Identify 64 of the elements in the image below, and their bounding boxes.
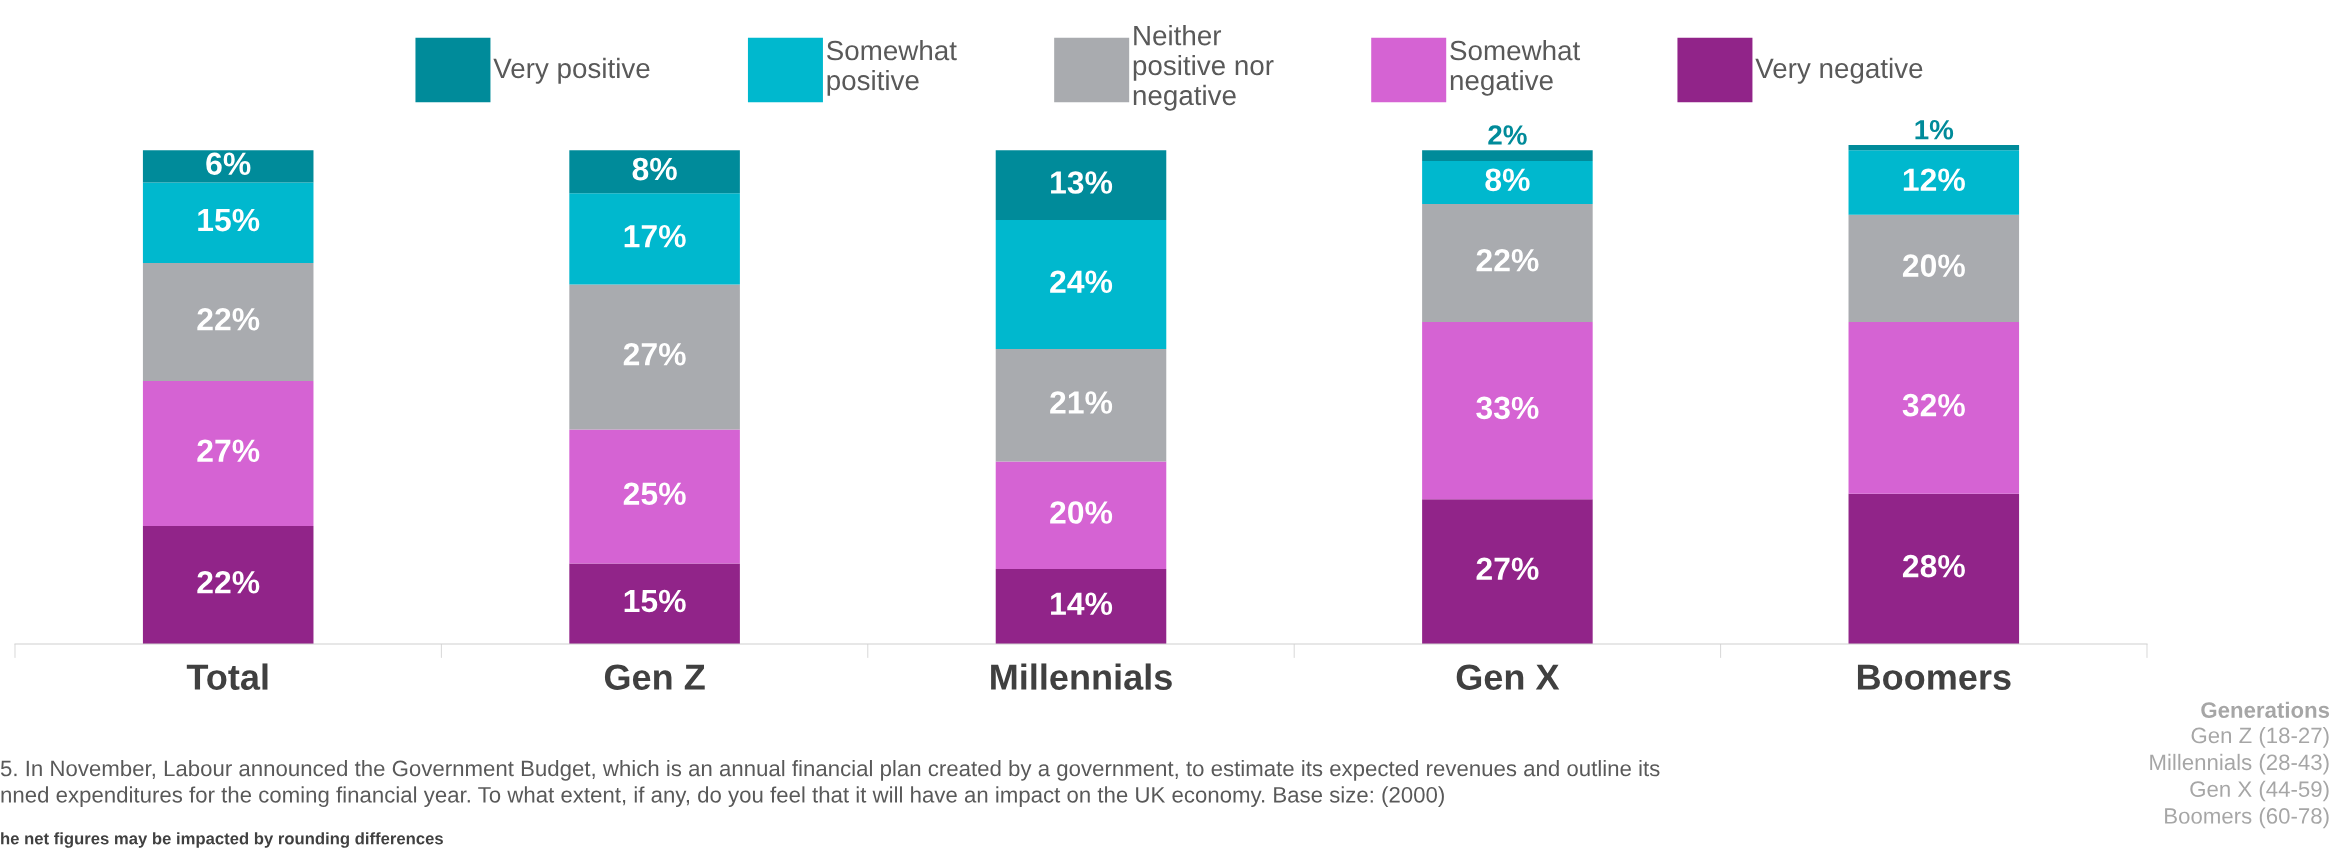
- bar: [1422, 150, 1593, 162]
- bar: [995, 568, 1167, 644]
- text: he net figures may be impacted by rounding differences: [1, 832, 443, 848]
- x-tick-label: Gen Z: [604, 664, 705, 690]
- text: Gen Z (18-27) Millennials (28-43) Gen X (44-59) Boomers (60-78): [2150, 727, 2329, 829]
- x-tick-label: Boomers: [1857, 664, 2011, 690]
- bar: [1422, 322, 1593, 500]
- bar: [1848, 145, 2020, 151]
- text: 5. In November, Labour announced the Government Budget, which is an annual financial plan created by a government, to estimate its expected revenues and outline its nned expenditures for the coming financial year. To what extent, if any, do you feel that it will have an impact on the UK economy. Base size: (2000): [0, 760, 1660, 808]
- bar: [569, 284, 740, 430]
- legend-label: Very positive: [493, 57, 650, 84]
- data-label: 22%: [1476, 249, 1539, 272]
- bar: [569, 429, 740, 564]
- data-label: 22%: [197, 308, 260, 331]
- data-label: 24%: [1050, 270, 1113, 294]
- legend-label: Very negative: [1755, 57, 1923, 84]
- data-label: 12%: [1903, 168, 1965, 192]
- bar: [142, 525, 314, 644]
- data-label: 8%: [1485, 168, 1530, 192]
- bar: [142, 263, 314, 382]
- bar: [142, 182, 314, 264]
- legend-label: Somewhat negative: [1450, 39, 1581, 96]
- bar: [569, 563, 740, 644]
- data-label: 27%: [623, 342, 686, 366]
- data-label: 20%: [1050, 501, 1113, 524]
- bar: [1422, 499, 1593, 644]
- bar: [1848, 493, 2020, 644]
- bar: [1848, 322, 2020, 494]
- data-label: 25%: [623, 482, 686, 506]
- data-label: 14%: [1051, 592, 1113, 615]
- data-label: 28%: [1902, 554, 1965, 578]
- bar: [569, 193, 740, 285]
- data-label: 8%: [632, 157, 677, 181]
- bar: [995, 348, 1167, 462]
- x-tick-label: Gen X: [1456, 664, 1560, 690]
- data-label: 21%: [1050, 391, 1113, 414]
- bar: [569, 150, 740, 194]
- x-tick-label: Millennials: [991, 663, 1172, 690]
- bar: [1422, 204, 1593, 323]
- bar: [995, 220, 1167, 349]
- x-tick-label: Total: [186, 663, 268, 690]
- text: Generations: [2201, 701, 2330, 718]
- data-label: 13%: [1051, 171, 1113, 194]
- data-label: 22%: [197, 570, 260, 594]
- bar: [142, 150, 314, 183]
- data-label: 15%: [198, 208, 260, 232]
- bar: [1848, 214, 2020, 323]
- data-label: 2%: [1488, 125, 1527, 145]
- bar: [1848, 150, 2020, 215]
- data-label: 17%: [624, 224, 686, 248]
- data-label: 6%: [206, 152, 251, 176]
- bar: [995, 461, 1167, 569]
- data-label: 27%: [1476, 557, 1539, 581]
- legend-label: Somewhat positive: [826, 39, 957, 96]
- data-label: 20%: [1902, 254, 1965, 277]
- data-label: 32%: [1902, 393, 1965, 417]
- legend-label: Neither positive nor negative: [1133, 25, 1274, 111]
- bar: [142, 381, 314, 526]
- bar: [1422, 161, 1593, 205]
- data-label: 1%: [1915, 119, 1954, 140]
- bar: [995, 150, 1167, 221]
- data-label: 15%: [624, 589, 686, 613]
- data-label: 33%: [1476, 396, 1539, 420]
- data-label: 27%: [197, 439, 260, 463]
